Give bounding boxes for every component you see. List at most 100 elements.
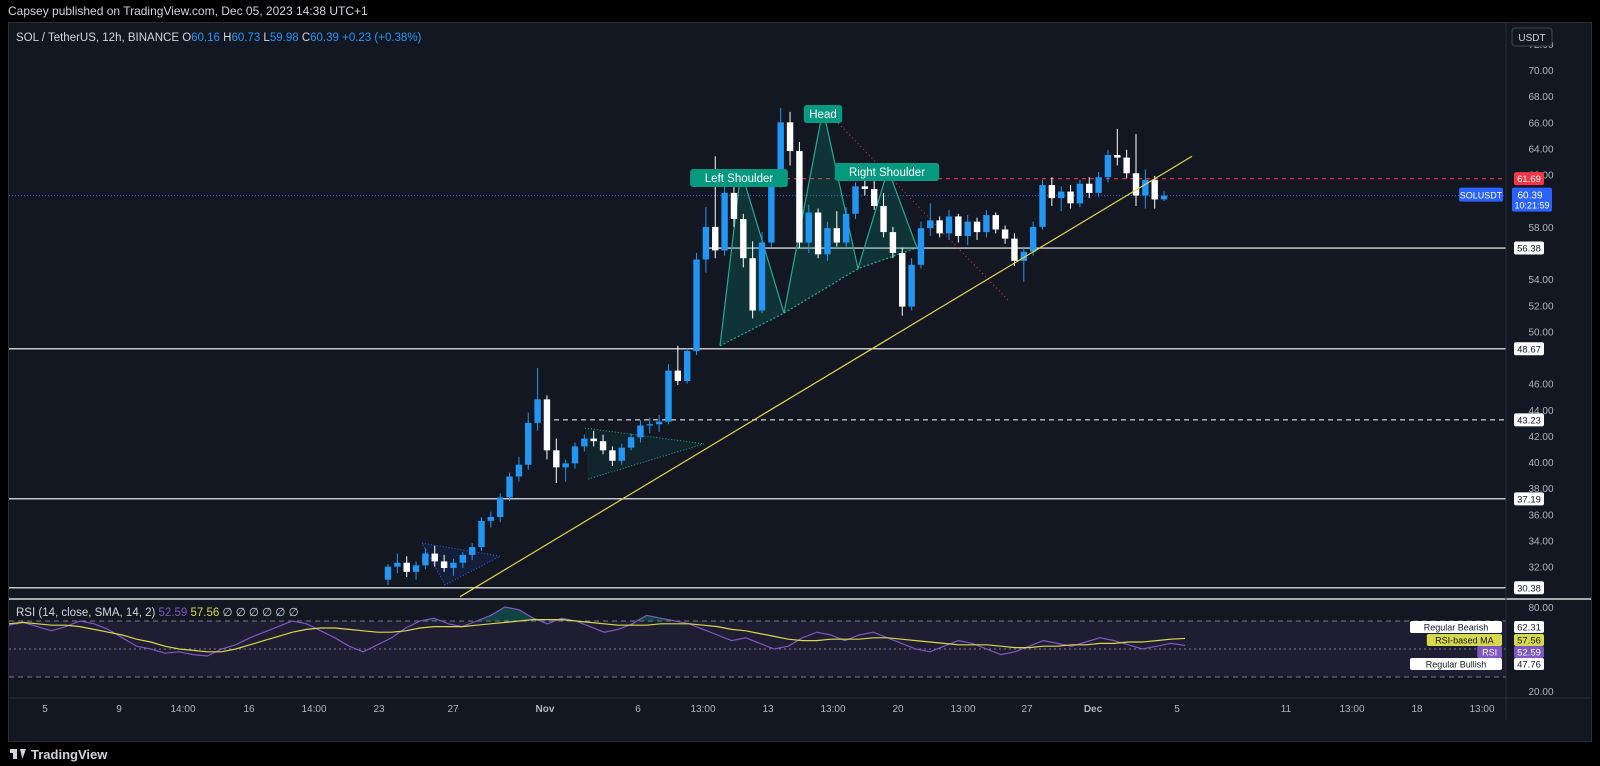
candle-body[interactable] [525, 422, 532, 465]
rsi-pane[interactable] [9, 606, 1506, 678]
candle-body[interactable] [581, 438, 588, 447]
candle-body[interactable] [627, 437, 635, 448]
candle-body[interactable] [506, 476, 513, 498]
candle-body[interactable] [637, 425, 644, 438]
candle-body[interactable] [758, 242, 766, 311]
candle-body[interactable] [422, 553, 429, 566]
candle-body[interactable] [777, 122, 784, 178]
candle-body[interactable] [768, 177, 775, 243]
candle-body[interactable] [468, 547, 476, 555]
candle-body[interactable] [609, 450, 616, 461]
candle-body[interactable] [1076, 183, 1084, 204]
candle-body[interactable] [1067, 191, 1074, 204]
candle-body[interactable] [1114, 154, 1121, 158]
candle-body[interactable] [936, 220, 943, 234]
candle-body[interactable] [880, 205, 887, 233]
candle-body[interactable] [412, 565, 420, 572]
candle-body[interactable] [852, 186, 859, 214]
candle-body[interactable] [487, 516, 495, 521]
candle-body[interactable] [749, 258, 756, 311]
candle-body[interactable] [571, 446, 579, 464]
candle-body[interactable] [805, 212, 812, 243]
candle-body[interactable] [1142, 179, 1149, 196]
candle-body[interactable] [384, 566, 392, 580]
candle-body[interactable] [590, 438, 597, 442]
candle-body[interactable] [1104, 154, 1112, 178]
candle-body[interactable] [955, 216, 962, 237]
triangle-pattern[interactable] [421, 542, 502, 586]
candle-body[interactable] [908, 264, 915, 307]
candle-body[interactable] [964, 221, 971, 237]
currency-button[interactable] [1511, 27, 1553, 47]
candle-body[interactable] [1160, 195, 1168, 200]
candle-body[interactable] [945, 216, 953, 234]
rsi-line[interactable] [9, 606, 1186, 657]
candle-body[interactable] [674, 370, 682, 382]
candle-body[interactable] [992, 215, 999, 230]
candle-body[interactable] [1048, 185, 1056, 199]
candle-body[interactable] [730, 192, 738, 220]
hs-neckline[interactable] [719, 247, 918, 347]
price-pane[interactable]: Left Shoulder Head Right Shoulder [9, 105, 1506, 598]
candle-body[interactable] [740, 219, 747, 259]
chart-frame[interactable] [8, 22, 1592, 742]
downtrend-line[interactable] [829, 114, 1009, 301]
candle-body[interactable] [646, 424, 653, 426]
candle-body[interactable] [1039, 185, 1046, 227]
candle-body[interactable] [394, 562, 401, 567]
candle-body[interactable] [534, 399, 541, 423]
rsi-ma-line[interactable] [9, 618, 1186, 653]
candle-body[interactable] [927, 220, 934, 229]
uptrend-line[interactable] [459, 155, 1193, 598]
candle-body[interactable] [861, 186, 869, 189]
footer-brand[interactable]: TradingView [0, 742, 1600, 766]
candle-body[interactable] [665, 370, 672, 422]
candle-body[interactable] [1151, 179, 1158, 200]
candle-body[interactable] [693, 259, 700, 352]
candle-body[interactable] [899, 253, 906, 307]
candle-body[interactable] [515, 464, 523, 477]
candle-body[interactable] [543, 399, 551, 451]
candle-body[interactable] [1086, 183, 1093, 193]
candle-body[interactable] [721, 192, 728, 251]
pattern-label[interactable]: Head [809, 109, 837, 121]
candle-body[interactable] [450, 562, 457, 568]
pattern-label[interactable]: Right Shoulder [849, 167, 925, 179]
candle-body[interactable] [1001, 229, 1009, 239]
candle-body[interactable] [712, 226, 719, 251]
candle-body[interactable] [655, 421, 663, 425]
candle-body[interactable] [983, 215, 990, 233]
candle-body[interactable] [1095, 177, 1102, 193]
currency-button-text[interactable]: USDT [1518, 33, 1545, 44]
candle-body[interactable] [1011, 238, 1018, 261]
candle-body[interactable] [684, 351, 691, 382]
candle-body[interactable] [618, 447, 625, 461]
candle-body[interactable] [1132, 173, 1140, 196]
triangle-pattern[interactable] [584, 427, 705, 480]
candle-body[interactable] [478, 520, 485, 548]
candle-body[interactable] [973, 221, 981, 233]
candle-body[interactable] [814, 212, 822, 255]
candle-body[interactable] [842, 213, 850, 243]
symbol-legend[interactable]: SOL / TetherUS, 12h, BINANCE O60.16 H60.… [16, 32, 422, 44]
candle-body[interactable] [889, 232, 897, 253]
candle-body[interactable] [796, 151, 803, 243]
candle-body[interactable] [1058, 191, 1065, 199]
candle-body[interactable] [403, 562, 410, 572]
candle-body[interactable] [1123, 157, 1130, 174]
candle-body[interactable] [833, 228, 840, 243]
candle-body[interactable] [431, 553, 438, 562]
pattern-label[interactable]: Left Shoulder [705, 173, 774, 185]
candle-body[interactable] [459, 554, 466, 563]
candle-body[interactable] [553, 450, 560, 468]
candle-body[interactable] [917, 228, 925, 265]
candle-body[interactable] [702, 226, 710, 260]
candle-body[interactable] [1029, 226, 1037, 252]
rsi-legend[interactable]: RSI (14, close, SMA, 14, 2) 52.59 57.56 … [16, 607, 299, 619]
candle-body[interactable] [786, 122, 794, 152]
candle-body[interactable] [497, 497, 504, 517]
candle-body[interactable] [1020, 251, 1027, 261]
candle-body[interactable] [562, 463, 569, 468]
candle-body[interactable] [440, 561, 448, 568]
